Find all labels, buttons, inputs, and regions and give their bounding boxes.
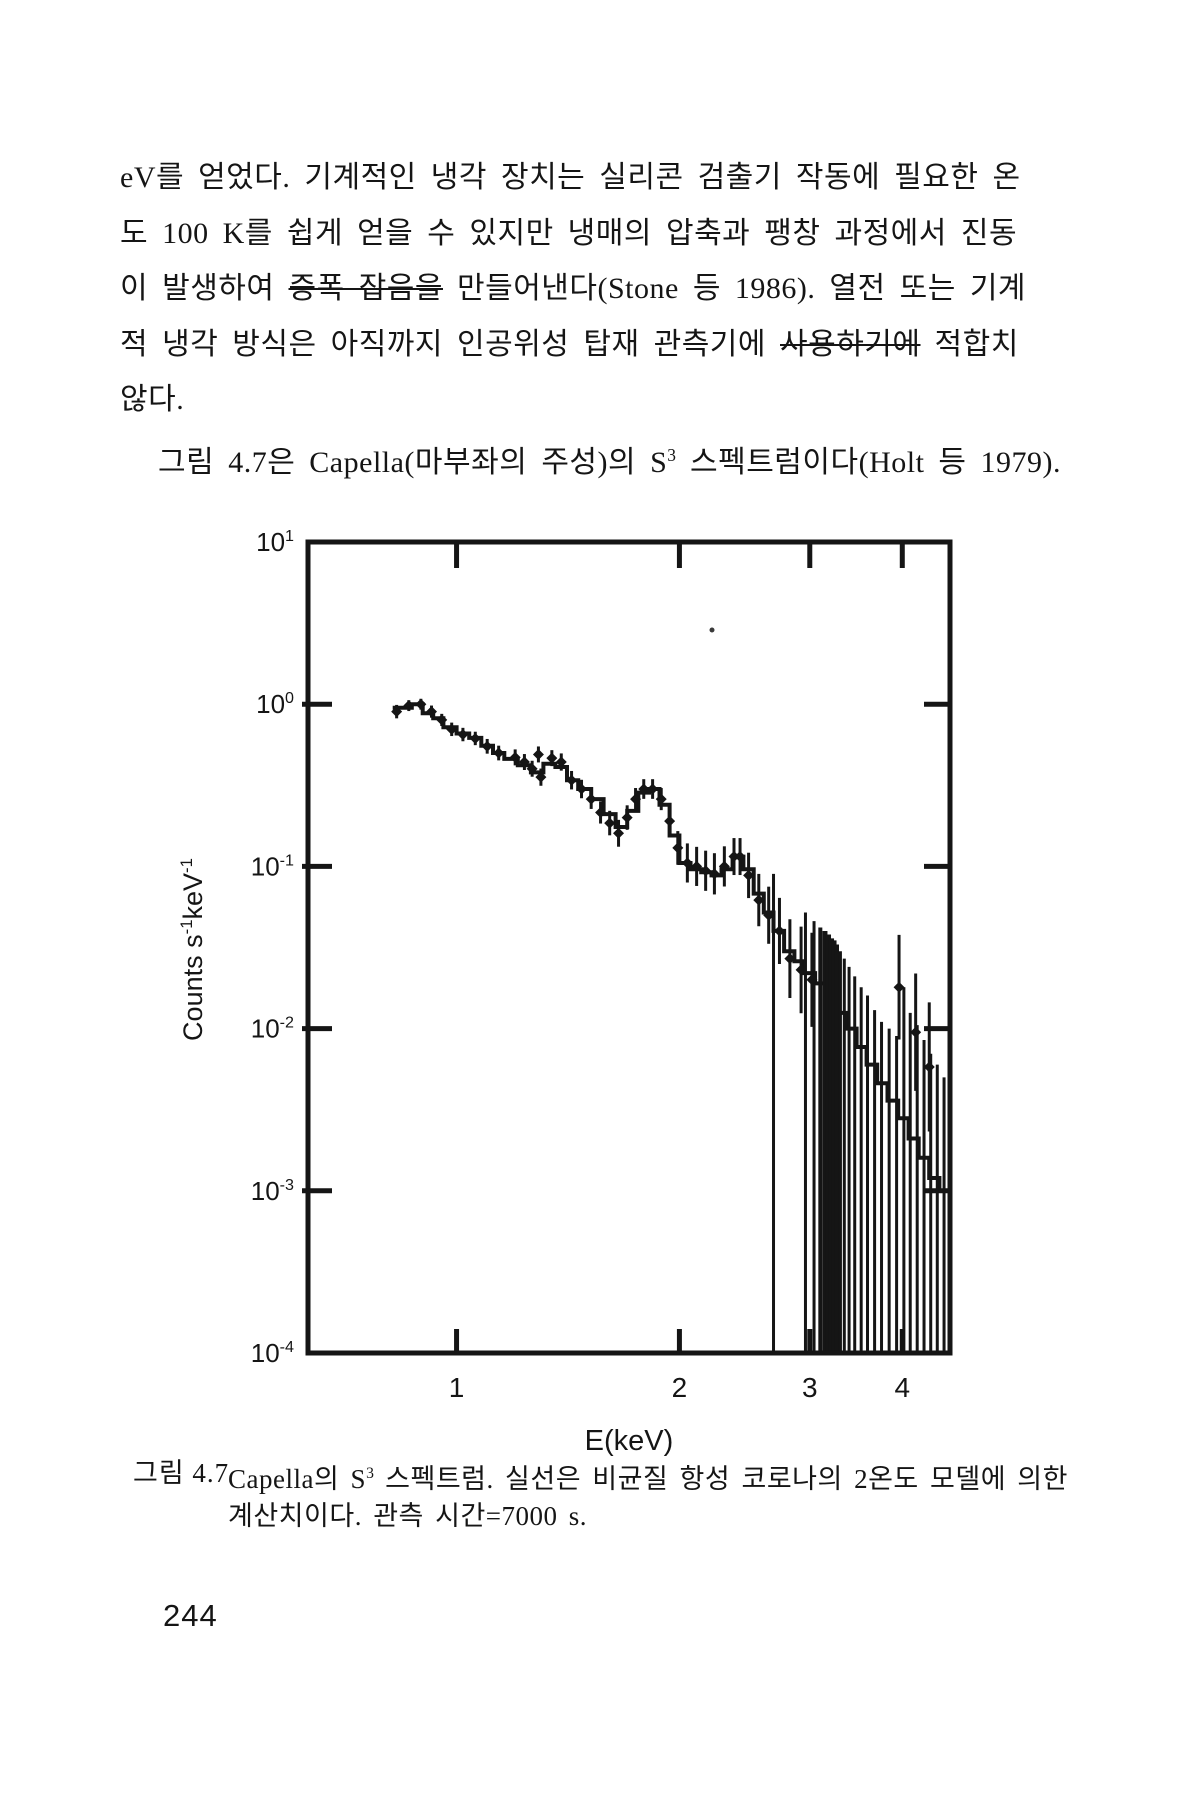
caption-line: 계산치이다. 관측 시간=7000 s. — [228, 1495, 1068, 1538]
figure-caption-label: 그림 4.7 — [133, 1458, 230, 1488]
data-point-marker — [691, 860, 703, 872]
data-point-marker — [718, 860, 730, 872]
data-point-marker — [728, 851, 740, 863]
data-point-marker — [546, 752, 558, 764]
data-point-marker — [681, 857, 693, 869]
data-point-marker — [532, 748, 544, 760]
paragraph-line: eV를 얻었다. 기계적인 냉각 장치는 실리콘 검출기 작동에 필요한 온 — [120, 150, 1020, 206]
data-point-marker — [753, 894, 765, 906]
text-segment: 그림 4.7은 Capella(마부좌의 주성)의 S — [158, 445, 668, 479]
data-point-marker — [700, 865, 712, 877]
data-point-marker — [526, 763, 538, 775]
text-segment: 이 발생하여 — [120, 272, 289, 305]
y-axis-label: Counts s-1​keV-1​ — [177, 858, 208, 1041]
data-point-marker — [566, 774, 578, 786]
data-point-marker — [535, 771, 547, 783]
data-point-marker — [457, 729, 469, 741]
caption-line: Capella의 S3 스펙트럼. 실선은 비균질 항성 코로나의 2온도 모델… — [228, 1452, 1068, 1495]
y-tick-label: 100​ — [256, 689, 294, 719]
y-tick-label: 10-2​ — [251, 1014, 294, 1044]
data-point-marker — [893, 981, 905, 993]
superscript: 3 — [667, 444, 676, 465]
data-point-marker — [708, 868, 720, 880]
y-tick-label: 10-3​ — [251, 1176, 294, 1206]
text-segment: 적합치 — [920, 327, 1019, 361]
data-point-marker — [743, 869, 755, 881]
spectrum-figure-svg: 1 2 3 4 101​ 100​ 10-1​ 10-2​ 10-3​ 10-4​ E(keV) Co… — [177, 527, 953, 1457]
text-segment: 계산치이다. 관측 시간=7000 s. — [228, 1501, 588, 1531]
figure-caption-text: Capella의 S3 스펙트럼. 실선은 비균질 항성 코로나의 2온도 모델… — [228, 1452, 1068, 1538]
data-point-marker — [672, 842, 684, 854]
data-point-marker — [436, 714, 448, 726]
data-point-marker — [403, 700, 415, 712]
text-segment: 사용하기에 — [780, 327, 921, 361]
superscript: 3 — [366, 1465, 374, 1482]
y-tick-label: 10-1​ — [251, 851, 294, 881]
data-point-marker — [613, 827, 625, 839]
data-point-marker — [446, 723, 458, 735]
paragraph-line: 이 발생하여 증폭 잡음을 만들어낸다(Stone 등 1986). 열전 또는… — [120, 261, 1026, 317]
data-point-marker — [425, 706, 437, 718]
data-point-marker — [655, 793, 667, 805]
data-point-marker — [585, 793, 597, 805]
data-point-marker — [621, 812, 633, 824]
x-tick-label: 4 — [894, 1372, 910, 1403]
text-segment: 만들어낸다(Stone 등 1986). 열전 또는 기계 — [443, 272, 1027, 305]
data-point-marker — [415, 698, 427, 710]
data-point-marker — [595, 806, 607, 818]
text-segment: Capella의 S — [228, 1464, 367, 1494]
paragraph-line: 도 100 K를 쉽게 얻을 수 있지만 냉매의 압축과 팽창 과정에서 진동 — [120, 206, 1017, 262]
data-point-marker — [647, 783, 659, 795]
data-point-marker — [638, 783, 650, 795]
x-tick-label: 2 — [672, 1372, 688, 1403]
data-point-marker — [493, 747, 505, 759]
data-point-marker — [910, 1026, 922, 1038]
data-point-marker — [806, 974, 818, 986]
data-point-marker — [509, 751, 521, 763]
data-point-marker — [555, 756, 567, 768]
text-segment: 증폭 잡음을 — [288, 272, 443, 305]
data-point-marker — [481, 740, 493, 752]
text-segment: 않다. — [120, 383, 185, 416]
page-number: 244 — [163, 1598, 218, 1633]
y-tick-label: 101​ — [256, 527, 294, 557]
paragraph-line: 적 냉각 방식은 아직까지 인공위성 탑재 관측기에 사용하기에 적합치 — [120, 317, 1018, 373]
data-point-marker — [630, 793, 642, 805]
data-point-marker — [734, 851, 746, 863]
text-segment: eV를 얻었다. 기계적인 냉각 장치는 실리콘 검출기 작동에 필요한 온 — [120, 161, 1021, 194]
text-segment: 도 100 K를 쉽게 얻을 수 있지만 냉매의 압축과 팽창 과정에서 진동 — [120, 216, 1018, 250]
data-point-marker — [391, 706, 403, 718]
data-point-marker — [664, 815, 676, 827]
y-tick-label: 10-4​ — [251, 1338, 294, 1368]
paragraph-line: 그림 4.7은 Capella(마부좌의 주성)의 S3 스펙트럼이다(Holt… — [120, 428, 1061, 484]
data-point-marker — [604, 817, 616, 829]
x-tick-label: 3 — [802, 1372, 818, 1403]
text-segment: 스펙트럼. 실선은 비균질 항성 코로나의 2온도 모델에 의한 — [373, 1464, 1068, 1494]
text-segment: 적 냉각 방식은 아직까지 인공위성 탑재 관측기에 — [120, 327, 780, 361]
text-segment: 스펙트럼이다(Holt 등 1979). — [676, 445, 1062, 479]
x-tick-label: 1 — [449, 1372, 465, 1403]
paragraph-line: 않다. — [120, 372, 940, 428]
data-point-marker — [795, 964, 807, 976]
data-point-marker — [576, 783, 588, 795]
data-point-marker — [763, 909, 775, 921]
scan-speck — [709, 627, 715, 633]
data-point-marker — [773, 925, 785, 937]
data-point-marker — [518, 756, 530, 768]
data-point-marker — [923, 1061, 935, 1073]
data-point-marker — [469, 732, 481, 744]
x-axis-label: E(keV) — [585, 1425, 674, 1457]
data-point-marker — [784, 953, 796, 965]
plot-border — [305, 539, 953, 1356]
